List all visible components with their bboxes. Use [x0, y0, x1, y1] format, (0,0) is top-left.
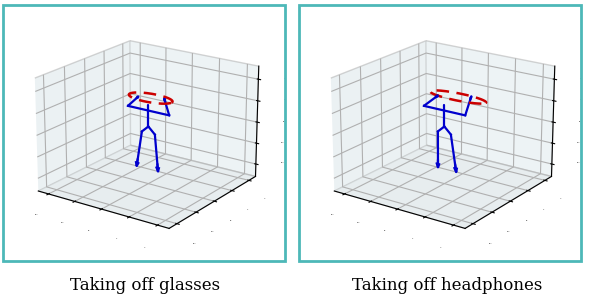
Text: Taking off glasses: Taking off glasses [70, 277, 220, 293]
Text: Taking off headphones: Taking off headphones [352, 277, 542, 293]
